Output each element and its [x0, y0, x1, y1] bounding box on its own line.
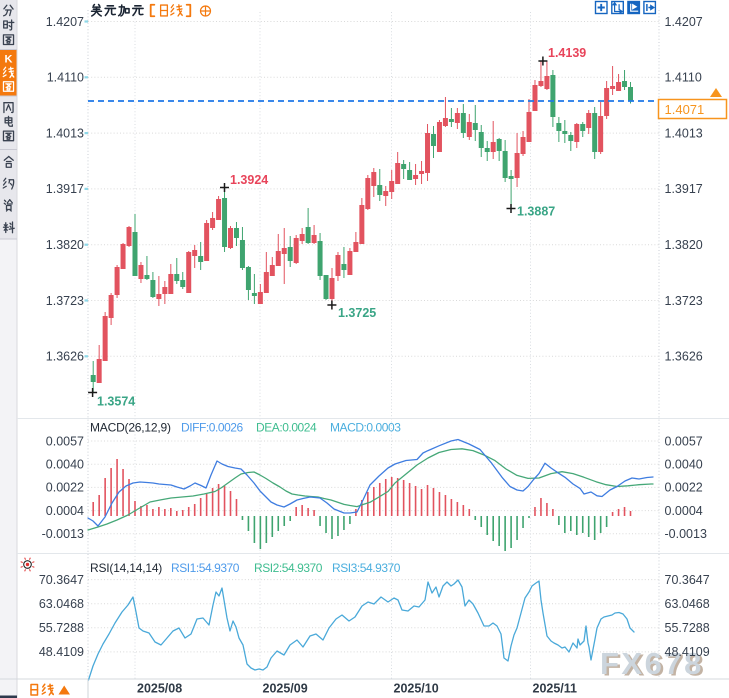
svg-text:0.0040: 0.0040: [46, 458, 84, 472]
svg-text:1.3725: 1.3725: [338, 306, 376, 320]
svg-text:70.3647: 70.3647: [665, 573, 710, 587]
svg-text:70.3647: 70.3647: [39, 573, 84, 587]
svg-text:RSI3:54.9370: RSI3:54.9370: [332, 561, 401, 575]
svg-text:1.4013: 1.4013: [46, 126, 84, 140]
svg-text:0.0057: 0.0057: [46, 434, 84, 448]
svg-text:2025/10: 2025/10: [394, 682, 439, 696]
svg-text:0.0057: 0.0057: [665, 434, 703, 448]
svg-text:0.0022: 0.0022: [665, 481, 703, 495]
svg-text:1.3820: 1.3820: [665, 238, 703, 252]
svg-text:1.4071: 1.4071: [665, 102, 705, 117]
svg-text:1.4207: 1.4207: [46, 15, 84, 29]
svg-text:0.0022: 0.0022: [46, 481, 84, 495]
svg-text:1.3820: 1.3820: [46, 238, 84, 252]
svg-text:RSI1:54.9370: RSI1:54.9370: [171, 561, 240, 575]
svg-text:RSI(14,14,14): RSI(14,14,14): [90, 561, 162, 575]
svg-text:2025/11: 2025/11: [533, 682, 578, 696]
svg-text:1.3917: 1.3917: [46, 182, 84, 196]
svg-text:48.4109: 48.4109: [665, 645, 710, 659]
svg-text:0.0004: 0.0004: [665, 504, 703, 518]
svg-text:1.3723: 1.3723: [665, 294, 703, 308]
svg-text:-0.0013: -0.0013: [42, 527, 84, 541]
svg-text:FX678: FX678: [600, 646, 704, 681]
svg-text:1.4110: 1.4110: [665, 71, 702, 85]
svg-text:63.0468: 63.0468: [39, 597, 84, 611]
svg-text:1.3626: 1.3626: [665, 350, 703, 364]
svg-text:FX678: FX678: [603, 648, 707, 683]
svg-text:55.7288: 55.7288: [39, 621, 84, 635]
svg-text:1.4207: 1.4207: [665, 15, 703, 29]
svg-text:48.4109: 48.4109: [39, 645, 84, 659]
svg-text:55.7288: 55.7288: [665, 621, 710, 635]
svg-text:0.0040: 0.0040: [665, 458, 703, 472]
svg-text:63.0468: 63.0468: [665, 597, 710, 611]
svg-text:1.3574: 1.3574: [97, 395, 135, 409]
svg-text:2025/09: 2025/09: [263, 682, 308, 696]
svg-text:1.3887: 1.3887: [517, 205, 555, 219]
svg-text:1.3917: 1.3917: [665, 182, 703, 196]
svg-text:1.3626: 1.3626: [46, 350, 84, 364]
svg-text:0.0004: 0.0004: [46, 504, 84, 518]
svg-text:1.3924: 1.3924: [230, 173, 268, 187]
svg-text:-0.0013: -0.0013: [665, 527, 707, 541]
svg-text:1.4139: 1.4139: [548, 46, 586, 60]
svg-text:1.4013: 1.4013: [665, 126, 703, 140]
svg-text:K: K: [5, 54, 13, 66]
svg-text:2025/08: 2025/08: [137, 682, 182, 696]
svg-text:RSI2:54.9370: RSI2:54.9370: [254, 561, 323, 575]
svg-text:DEA:0.0024: DEA:0.0024: [256, 421, 317, 435]
svg-text:DIFF:0.0026: DIFF:0.0026: [181, 421, 244, 435]
svg-text:MACD:0.0003: MACD:0.0003: [330, 421, 401, 435]
svg-text:1.3723: 1.3723: [46, 294, 84, 308]
svg-text:1.4110: 1.4110: [47, 71, 84, 85]
svg-text:MACD(26,12,9): MACD(26,12,9): [90, 421, 171, 435]
